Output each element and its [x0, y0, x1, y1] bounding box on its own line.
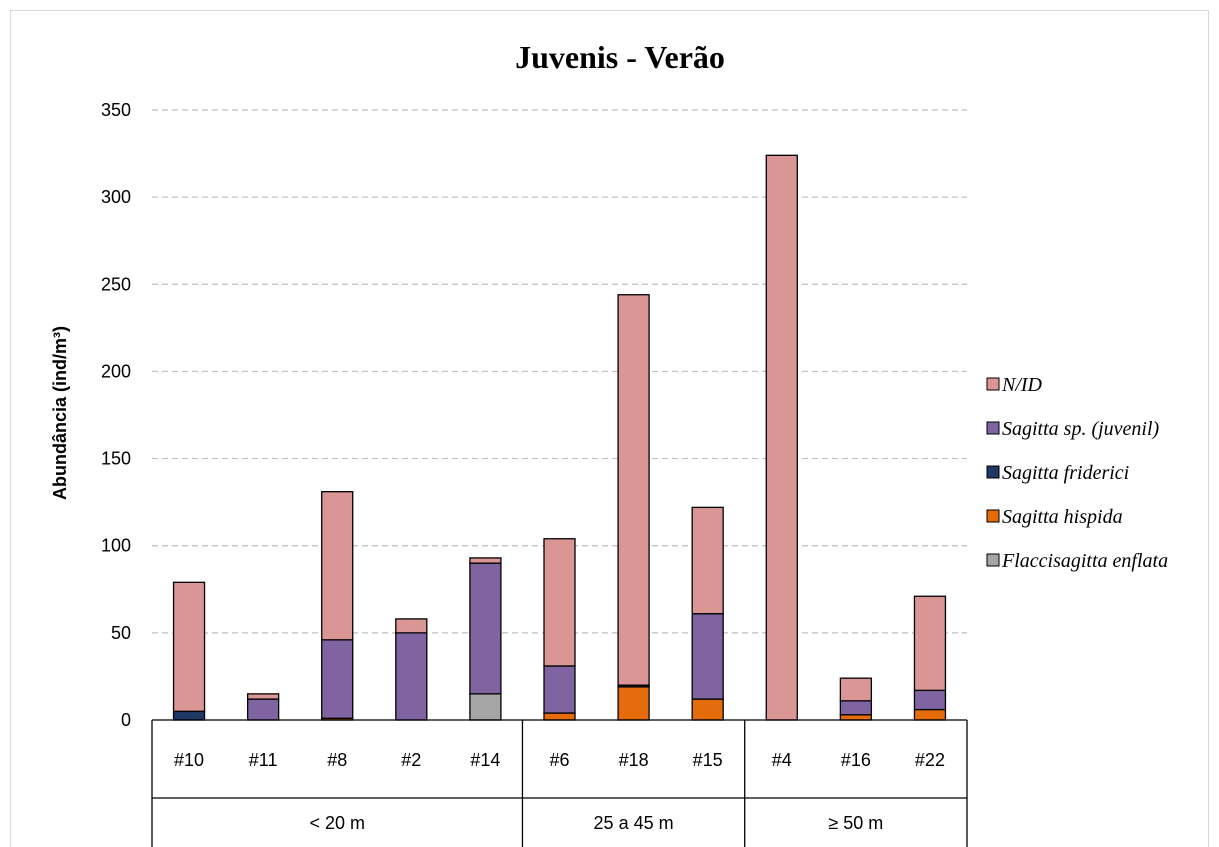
y-tick-label: 150: [101, 449, 131, 469]
bar-segment: [321, 491, 354, 641]
chart-title: Juvenis - Verão: [515, 39, 725, 75]
bar-segment: [839, 677, 873, 702]
group-label: 25 a 45 m: [594, 813, 674, 833]
legend-label: Sagitta hispida: [1002, 506, 1123, 528]
bar-segment: [469, 693, 502, 721]
bar-segment: [691, 698, 724, 721]
x-tick-label: #11: [249, 750, 278, 770]
x-tick-label: #16: [841, 750, 871, 770]
bar-segment: [172, 581, 206, 712]
bar-segment: [691, 506, 724, 615]
bar-segment: [321, 639, 354, 719]
bar-segment: [543, 712, 576, 721]
group-label: ≥ 50 m: [828, 813, 883, 833]
bar-segment: [246, 698, 280, 721]
bar-segment: [395, 632, 428, 721]
bar-segment: [246, 693, 280, 700]
bar-segment: [395, 618, 428, 634]
bar-segment: [913, 689, 947, 711]
legend-label: N/ID: [1001, 374, 1043, 396]
bar-segment: [469, 562, 502, 695]
y-tick-label: 100: [101, 536, 131, 556]
chart-frame: [10, 10, 1209, 847]
x-tick-label: #4: [772, 750, 792, 770]
y-tick-label: 50: [111, 623, 131, 643]
x-tick-label: #2: [401, 750, 421, 770]
y-tick-label: 350: [101, 100, 131, 120]
legend-label: Flaccisagitta enflata: [1001, 550, 1168, 572]
bar-segment: [691, 613, 724, 700]
bar-segment: [839, 700, 873, 716]
bar-segment: [765, 154, 798, 721]
legend-swatch: [986, 421, 1000, 435]
legend-swatch: [986, 509, 1000, 523]
y-axis-label: Abundância (ind/m³): [50, 326, 70, 500]
bar-segment: [913, 595, 947, 692]
legend: N/ID Sagitta sp. (juvenil) Sagitta frideri…: [986, 374, 1168, 572]
legend-swatch: [986, 553, 1000, 567]
legend-swatch: [986, 465, 1000, 479]
bar-segment: [543, 665, 576, 714]
bar-segment: [617, 294, 650, 686]
bar-segment: [839, 714, 873, 721]
bar-segment: [913, 708, 947, 721]
x-tick-label: #10: [174, 750, 204, 770]
bar-segment: [172, 710, 206, 721]
x-tick-label: #15: [693, 750, 723, 770]
bars: [172, 154, 947, 721]
x-tick-label: #22: [915, 750, 945, 770]
x-tick-label: #6: [549, 750, 569, 770]
bar-segment: [617, 686, 650, 721]
x-tick-label: #8: [327, 750, 347, 770]
legend-swatch: [986, 377, 1000, 391]
axes: 0 50 100 150 200 250 300 350 #10 #11 #8 #2 #14 #6 #18 #…: [101, 100, 968, 847]
y-tick-label: 300: [101, 187, 131, 207]
gridlines: [152, 109, 967, 634]
legend-label: Sagitta sp. (juvenil): [1002, 418, 1160, 440]
y-tick-label: 250: [101, 274, 131, 294]
legend-label: Sagitta friderici: [1002, 462, 1129, 484]
y-tick-label: 0: [121, 710, 131, 730]
x-tick-label: #18: [619, 750, 649, 770]
bar-segment: [469, 557, 502, 564]
bar-segment: [543, 538, 576, 667]
y-tick-label: 200: [101, 361, 131, 381]
group-label: < 20 m: [309, 813, 365, 833]
x-tick-label: #14: [470, 750, 500, 770]
